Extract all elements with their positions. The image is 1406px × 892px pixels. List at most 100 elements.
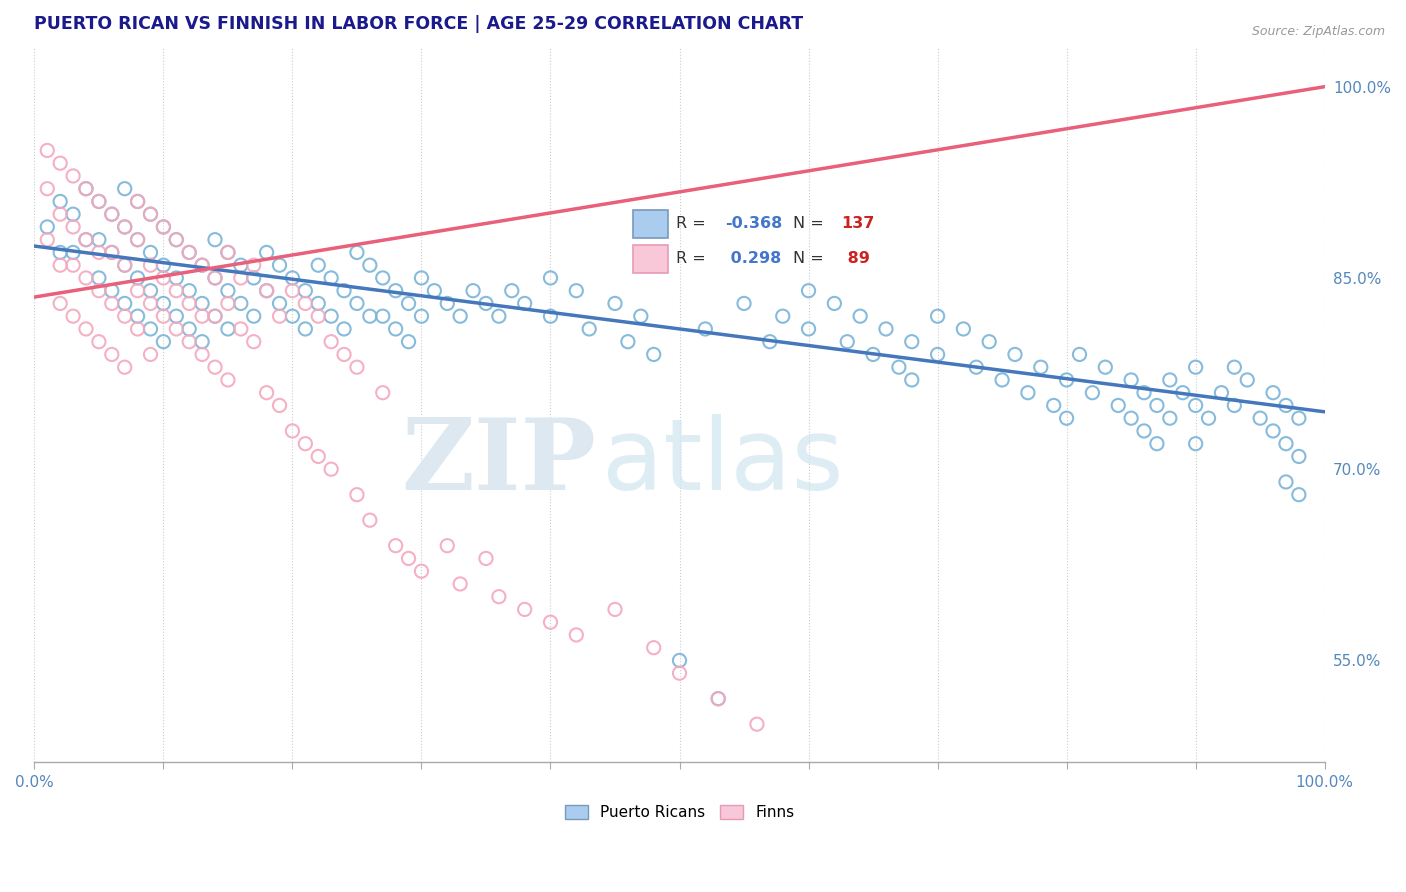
Point [139,347,162,361]
Point [62,219,84,234]
Point [101,296,124,310]
Point [87,194,110,209]
Point [346,488,368,502]
Point [281,284,304,298]
Point [449,577,471,591]
Point [191,347,214,361]
Point [37,182,59,196]
Point [1275,399,1298,413]
Point [229,322,252,336]
Point [101,245,124,260]
Point [139,322,162,336]
Point [461,284,484,298]
Point [204,233,226,247]
Point [1159,411,1181,425]
Point [1094,360,1116,375]
Point [1107,399,1129,413]
Point [513,602,536,616]
Point [1133,385,1156,400]
Point [179,296,201,310]
Point [269,258,291,272]
Point [294,436,316,450]
Point [229,258,252,272]
Point [179,334,201,349]
Point [1288,411,1310,425]
Point [37,219,59,234]
Text: R =: R = [676,252,711,267]
Point [62,245,84,260]
Point [333,284,356,298]
Point [62,258,84,272]
Point [346,245,368,260]
Point [359,258,381,272]
Point [1159,373,1181,387]
Point [321,271,343,285]
Point [152,309,174,323]
Point [411,564,433,578]
Point [217,245,239,260]
Point [256,284,278,298]
Point [965,360,987,375]
Text: 89: 89 [842,252,869,267]
Point [152,219,174,234]
Point [165,322,187,336]
Point [114,258,136,272]
Point [152,296,174,310]
Text: 137: 137 [842,216,875,231]
Point [695,322,717,336]
Point [346,360,368,375]
Point [436,539,458,553]
Point [1261,424,1284,438]
Point [152,258,174,272]
FancyBboxPatch shape [633,211,668,238]
Point [294,322,316,336]
Point [49,258,72,272]
Text: R =: R = [676,216,711,231]
Point [114,258,136,272]
Point [307,258,329,272]
Point [565,628,588,642]
Point [449,309,471,323]
Point [191,334,214,349]
Point [979,334,1001,349]
Point [114,360,136,375]
Point [384,284,406,298]
Point [540,615,562,630]
Point [565,284,588,298]
Point [49,245,72,260]
Point [578,322,600,336]
Text: N =: N = [793,252,830,267]
Point [346,296,368,310]
Point [797,284,820,298]
Point [217,296,239,310]
Point [127,309,149,323]
Point [191,296,214,310]
Point [772,309,794,323]
Point [87,334,110,349]
Point [87,194,110,209]
Point [371,309,394,323]
Point [849,309,872,323]
Point [165,233,187,247]
Point [1236,373,1258,387]
Point [1004,347,1026,361]
Point [501,284,523,298]
Point [204,360,226,375]
Point [540,309,562,323]
Point [87,245,110,260]
Point [797,322,820,336]
Point [139,207,162,221]
Point [87,233,110,247]
Point [603,296,626,310]
Point [1042,399,1064,413]
Point [114,182,136,196]
Point [139,245,162,260]
Point [991,373,1014,387]
FancyBboxPatch shape [633,245,668,273]
Point [229,271,252,285]
Point [62,207,84,221]
Text: ZIP: ZIP [401,414,596,511]
Point [127,322,149,336]
Point [114,219,136,234]
Point [139,258,162,272]
